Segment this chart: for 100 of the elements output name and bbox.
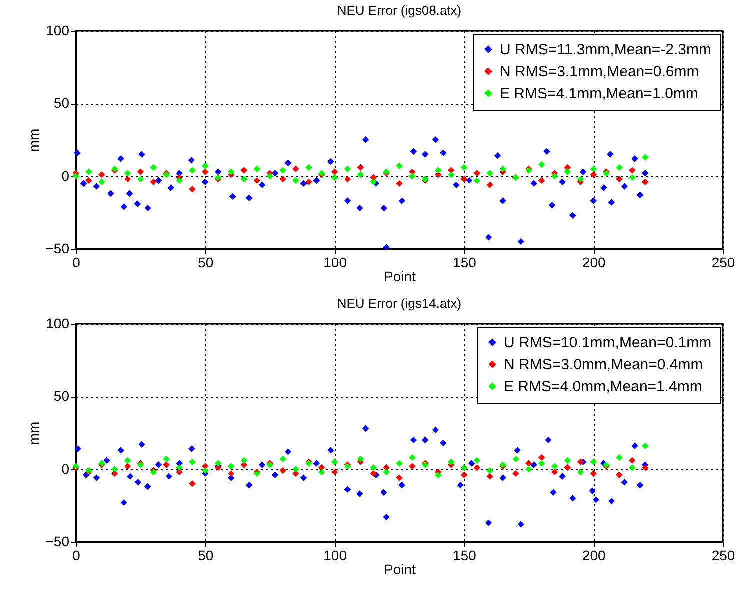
point xyxy=(422,436,429,444)
chart-title: NEU Error (igs14.atx) xyxy=(337,296,462,311)
x-axis-title: Point xyxy=(384,562,416,578)
point xyxy=(202,162,209,170)
point xyxy=(126,473,134,480)
point xyxy=(202,467,209,474)
x-tick-label: 100 xyxy=(324,548,348,564)
point xyxy=(590,470,597,478)
point xyxy=(608,498,616,505)
point xyxy=(512,470,520,478)
legend-label: E RMS=4.0mm,Mean=1.4mm xyxy=(504,378,702,396)
point xyxy=(448,172,455,178)
point xyxy=(460,472,468,478)
point xyxy=(124,463,132,470)
point xyxy=(440,440,447,447)
point xyxy=(500,474,506,482)
point xyxy=(398,482,406,489)
x-tick-label: 200 xyxy=(582,548,606,564)
point xyxy=(155,462,162,468)
point xyxy=(396,460,403,467)
point xyxy=(108,190,114,198)
point xyxy=(228,463,235,470)
point xyxy=(580,168,587,176)
point xyxy=(254,166,261,172)
point xyxy=(240,176,248,183)
point xyxy=(246,194,253,202)
point xyxy=(457,482,464,489)
point xyxy=(214,460,222,467)
point xyxy=(494,152,502,160)
point xyxy=(138,151,146,158)
point xyxy=(124,170,132,177)
point xyxy=(246,482,253,489)
point xyxy=(636,482,644,489)
point xyxy=(228,168,235,176)
point xyxy=(396,474,403,482)
point xyxy=(589,488,596,494)
point xyxy=(98,172,106,178)
point xyxy=(284,448,292,456)
point xyxy=(331,168,338,176)
point xyxy=(254,177,261,184)
point xyxy=(636,192,644,199)
point xyxy=(188,156,196,164)
point xyxy=(629,457,636,464)
y-tick-label: 50 xyxy=(54,388,70,404)
point xyxy=(137,176,144,183)
point xyxy=(432,426,440,434)
point xyxy=(518,521,524,528)
point xyxy=(272,472,279,478)
point xyxy=(474,464,480,472)
point xyxy=(538,454,546,462)
chart-title: NEU Error (igs08.atx) xyxy=(337,3,462,18)
y-tick-label: −50 xyxy=(46,240,70,256)
point xyxy=(383,468,390,476)
point xyxy=(632,156,638,162)
point xyxy=(551,468,558,476)
point xyxy=(124,176,132,183)
point xyxy=(150,164,157,171)
y-tick-label: 100 xyxy=(46,22,70,38)
point xyxy=(380,489,388,496)
point xyxy=(409,172,416,180)
point xyxy=(629,174,636,182)
point xyxy=(362,425,370,432)
point xyxy=(86,177,92,184)
point xyxy=(577,458,584,466)
point xyxy=(564,168,572,176)
legend-label: U RMS=10.1mm,Mean=0.1mm xyxy=(504,334,712,352)
point xyxy=(621,183,628,190)
point xyxy=(258,182,266,188)
point xyxy=(126,190,134,198)
point xyxy=(344,198,352,204)
point xyxy=(202,168,209,176)
point xyxy=(280,456,286,463)
point xyxy=(600,184,608,192)
point xyxy=(313,177,320,184)
point xyxy=(486,170,494,177)
point xyxy=(466,177,473,184)
point xyxy=(328,158,334,166)
point xyxy=(474,170,480,177)
point xyxy=(357,456,364,463)
point xyxy=(432,136,440,144)
x-tick-label: 250 xyxy=(712,548,736,564)
point xyxy=(331,174,338,182)
point xyxy=(166,473,173,480)
point xyxy=(357,164,364,171)
point xyxy=(486,473,494,480)
point xyxy=(74,446,82,452)
point xyxy=(410,436,418,444)
point xyxy=(396,162,403,170)
point xyxy=(629,464,636,472)
point xyxy=(642,178,649,186)
point xyxy=(551,463,558,470)
point xyxy=(144,483,152,490)
point xyxy=(545,436,552,444)
point xyxy=(328,447,334,454)
point xyxy=(448,458,455,466)
point xyxy=(544,148,550,155)
y-tick-label: 0 xyxy=(62,168,70,184)
point xyxy=(474,457,480,464)
point xyxy=(409,454,416,462)
point xyxy=(344,166,352,172)
